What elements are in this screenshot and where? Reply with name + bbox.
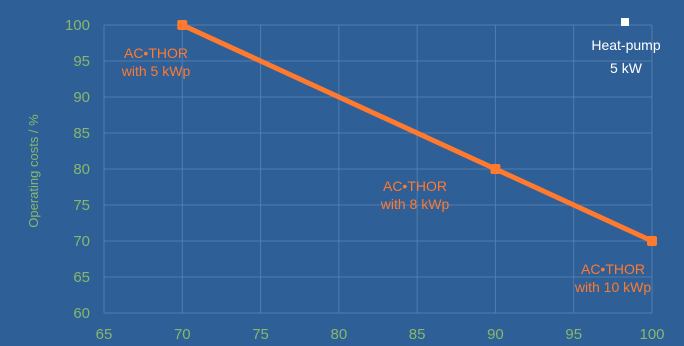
x-tick-label: 85 <box>409 326 426 343</box>
point-label-line: AC•THOR <box>383 178 447 194</box>
y-tick-label: 65 <box>73 269 90 286</box>
y-tick-label: 95 <box>73 53 90 70</box>
legend-layer: Heat-pump 5 kW <box>591 18 661 76</box>
point-label: AC•THOR with 10 kWp <box>574 261 651 295</box>
series-point <box>177 20 188 30</box>
y-tick-label: 60 <box>73 305 90 322</box>
x-tick-label: 100 <box>639 326 664 343</box>
series-point <box>490 164 501 174</box>
x-tick-label: 70 <box>174 326 191 343</box>
series-point <box>647 236 657 246</box>
y-tick-label: 100 <box>65 17 90 34</box>
point-label-line: AC•THOR <box>581 261 645 277</box>
x-tick-label: 95 <box>565 326 582 343</box>
x-tick-label: 80 <box>331 326 348 343</box>
series-layer <box>177 20 657 246</box>
point-label-line: with 5 kWp <box>121 63 191 79</box>
x-tick-label: 90 <box>487 326 504 343</box>
y-tick-label: 90 <box>73 89 90 106</box>
y-tick-label: 70 <box>73 233 90 250</box>
legend-text: Heat-pump <box>591 37 660 53</box>
x-tick-label: 65 <box>96 326 113 343</box>
legend-marker <box>621 18 629 26</box>
x-tick-label: 75 <box>252 326 269 343</box>
point-label-line: AC•THOR <box>124 45 188 61</box>
point-label: AC•THOR with 5 kWp <box>121 45 191 79</box>
y-tick-label: 75 <box>73 197 90 214</box>
point-label-line: with 10 kWp <box>574 279 651 295</box>
y-tick-label: 80 <box>73 161 90 178</box>
axis-layer: 100 95 90 85 80 75 70 65 60 65 70 75 80 85 90 95 100 <box>65 17 665 343</box>
point-label: AC•THOR with 8 kWp <box>380 178 450 212</box>
y-axis-label: Operating costs / % <box>26 114 41 228</box>
legend-text: 5 kW <box>610 60 643 76</box>
point-label-line: with 8 kWp <box>380 196 450 212</box>
y-tick-label: 85 <box>73 125 90 142</box>
